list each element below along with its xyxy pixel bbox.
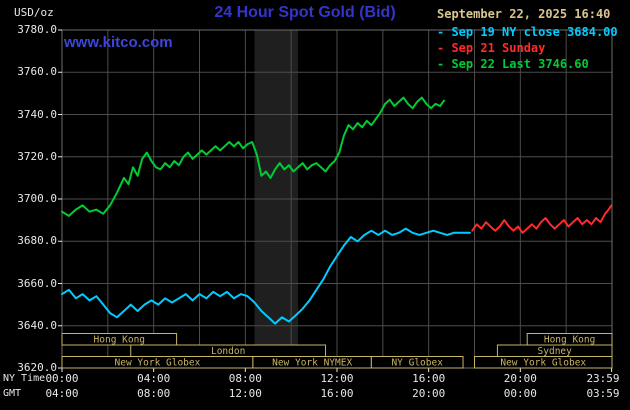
y-axis-label: 3740.0 (17, 107, 57, 121)
session-label: New York NYMEX (272, 358, 352, 369)
x-axis-label-gmt: 16:00 (320, 387, 354, 400)
price-line-sep21 (471, 204, 613, 234)
session-label: New York Globex (500, 358, 586, 369)
x-axis-label-gmt: 04:00 (45, 387, 79, 400)
x-axis-label-ny: 04:00 (137, 372, 171, 385)
y-axis-label: 3640.0 (17, 318, 57, 332)
price-line-sep22 (61, 96, 445, 217)
units-label: USD/oz (14, 6, 54, 19)
y-axis-label: 3660.0 (17, 276, 57, 290)
gmt-axis-name: GMT (3, 388, 22, 399)
session-box (474, 356, 613, 369)
x-axis-label-ny: 16:00 (412, 372, 446, 385)
kitco-website-link[interactable]: www.kitco.com (64, 34, 173, 51)
session-box (370, 356, 464, 369)
series-legend: - Sep 19 NY close 3684.00 - Sep 21 Sunday… (437, 24, 618, 72)
y-axis-label: 3720.0 (17, 149, 57, 163)
session-label: NY Globex (391, 358, 443, 369)
x-axis-label-gmt: 03:59 (586, 387, 620, 400)
legend-item: - Sep 21 Sunday (437, 41, 546, 55)
ny-time-axis-name: NY Time (3, 373, 46, 384)
y-axis-label: 3620.0 (17, 361, 57, 374)
session-label: Sydney (538, 346, 573, 357)
x-axis-label-ny: 20:00 (503, 372, 537, 385)
legend-item: - Sep 22 Last 3746.60 (437, 57, 589, 71)
x-axis-label-ny: 12:00 (320, 372, 354, 385)
x-axis-label-gmt: 08:00 (137, 387, 171, 400)
session-label: Hong Kong (94, 335, 145, 346)
x-axis-label-ny: 23:59 (586, 372, 620, 385)
chart-title: 24 Hour Spot Gold (Bid) (214, 4, 396, 21)
session-box (61, 333, 178, 346)
y-axis-label: 3760.0 (17, 65, 57, 79)
x-axis-label-gmt: 00:00 (503, 387, 537, 400)
price-line-sep19 (61, 227, 471, 325)
datetime-label: September 22, 2025 16:40 (437, 7, 611, 21)
y-axis-label: 3780.0 (17, 23, 57, 36)
legend-item: - Sep 19 NY close 3684.00 (437, 25, 618, 39)
session-label: New York Globex (115, 358, 201, 369)
y-axis-label: 3700.0 (17, 192, 57, 205)
session-label: Hong Kong (544, 335, 595, 346)
x-axis-label-gmt: 20:00 (412, 387, 446, 400)
x-axis-label-gmt: 12:00 (228, 387, 262, 400)
y-axis-label: 3680.0 (17, 234, 57, 248)
session-label: London (211, 346, 245, 357)
x-axis-label-ny: 08:00 (228, 372, 262, 385)
x-axis-label-ny: 00:00 (45, 372, 79, 385)
